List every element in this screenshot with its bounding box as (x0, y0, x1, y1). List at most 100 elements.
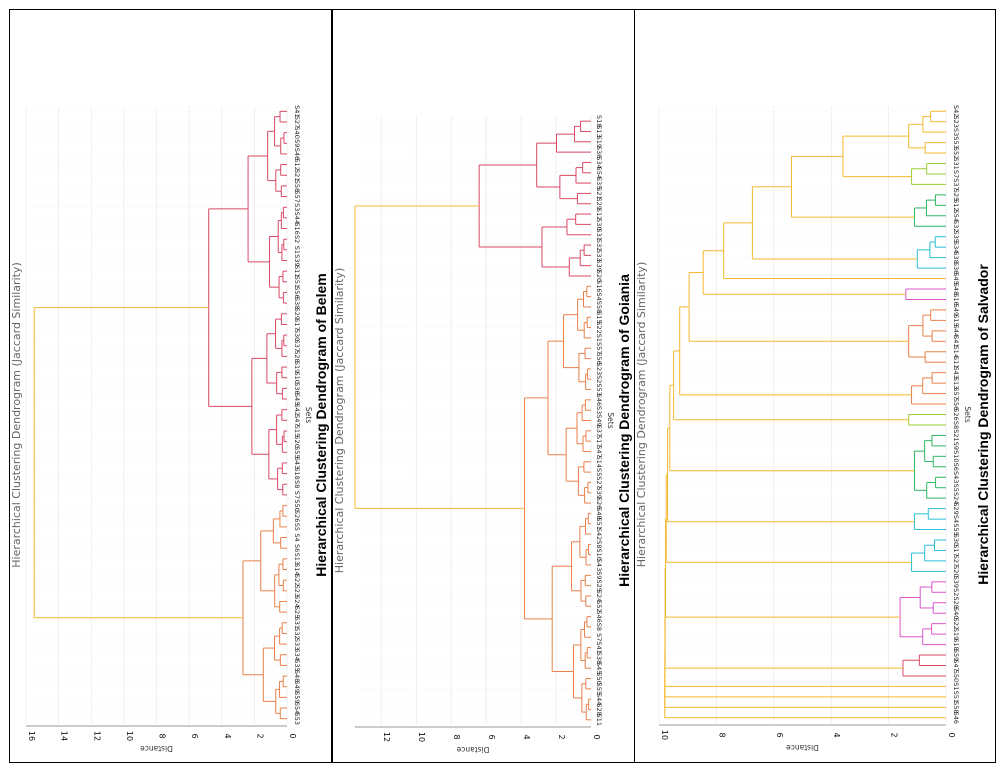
x-tick-label: 2 (890, 732, 899, 737)
leaf-label: S28 (293, 350, 301, 362)
leaf-label: S56 (595, 352, 603, 364)
leaf-label: S40 (952, 607, 960, 619)
leaf-label: S10 (595, 548, 603, 560)
x-tick-label: 6 (190, 733, 199, 738)
chart-title: Hierarchical Clustering Dendrogram of Go… (616, 274, 632, 587)
leaf-label: S31 (952, 157, 960, 169)
x-tick-label: 10 (660, 730, 669, 740)
leaf-label: S16 (595, 280, 603, 292)
leaf-label: S12 (952, 199, 960, 211)
leaf-label: S55 (952, 523, 960, 535)
x-tick-label: 6 (487, 734, 496, 739)
x-tick-label: 6 (775, 732, 784, 737)
leaf-label: S29 (952, 502, 960, 514)
leaf-label: S36 (952, 262, 960, 274)
leaf-label: S37 (293, 340, 301, 352)
leaf-label: S27 (293, 116, 301, 128)
leaf-label: S36 (293, 382, 301, 394)
x-tick-label: 0 (288, 733, 297, 738)
y-axis-label: Sets (606, 412, 615, 428)
leaf-label: S30 (952, 534, 960, 546)
leaf-label: S58 (293, 180, 301, 192)
leaf-label: S27 (595, 476, 603, 488)
leaf-label: S9 (293, 139, 301, 147)
leaf-label: S19 (293, 361, 301, 373)
leaf-label: S26 (293, 510, 301, 522)
leaf-label: S48 (595, 507, 603, 519)
x-tick-label: 8 (452, 734, 461, 739)
leaf-label: S15 (952, 314, 960, 326)
leaf-label: S44 (293, 212, 301, 224)
chart-title: Hierarchical Clustering Dendrogram of Be… (313, 273, 329, 576)
leaf-label: S41 (595, 641, 603, 653)
leaf-label: S14 (595, 456, 603, 468)
leaf-label: S5 (595, 468, 603, 476)
leaf-label: S47 (293, 414, 301, 426)
leaf-label: S43 (595, 559, 603, 571)
x-tick-label: 4 (522, 734, 531, 739)
leaf-label: S5 (952, 484, 960, 492)
leaf-label: S29 (595, 198, 603, 210)
leaf-label: S24 (952, 492, 960, 504)
leaf-label: S39 (595, 487, 603, 499)
x-tick-label: 2 (255, 733, 264, 738)
leaf-label: S54 (952, 210, 960, 222)
leaf-label: S16 (952, 293, 960, 305)
leaf-label: S24 (293, 595, 301, 607)
leaf-label: S54 (293, 702, 301, 714)
leaf-label: S46 (952, 712, 960, 724)
leaf-label: S33 (595, 249, 603, 261)
leaf-label: S28 (595, 703, 603, 715)
leaf-label: S49 (952, 304, 960, 316)
leaf-label: S13 (293, 553, 301, 565)
leaf-label: S25 (595, 579, 603, 591)
leaf-label: S33 (293, 638, 301, 650)
x-tick-label: 12 (92, 731, 101, 741)
leaf-label: S31 (293, 617, 301, 629)
leaf-label: S56 (293, 286, 301, 298)
leaf-label: S27 (952, 555, 960, 567)
goiania-dendrogram-chart: 024681012DistanceS18S13S19S36S34S54S35S2… (333, 115, 632, 754)
x-tick-label: 8 (158, 733, 167, 738)
leaf-label: S10 (293, 372, 301, 384)
x-tick-label: 2 (557, 734, 566, 739)
leaf-label: S13 (952, 377, 960, 389)
goiania-dendrogram-panel: 0 2 4 6 8 10 12 Distance S18 S13 S19 S36 S34 S54 S35 S2… (332, 9, 635, 763)
leaf-label: S20 (293, 435, 301, 447)
leaf-label: S11 (293, 265, 301, 277)
x-tick-label: 4 (832, 732, 841, 737)
leaf-label: S50 (595, 672, 603, 684)
chart-title: Hierarchical Clustering Dendrogram of Sa… (975, 264, 991, 585)
leaf-label: S3 (293, 203, 301, 211)
leaf-label: S28 (952, 597, 960, 609)
leaf-label: S22 (595, 321, 603, 333)
leaf-label: S42 (952, 105, 960, 117)
x-tick-label: 12 (382, 732, 391, 742)
leaf-label: S19 (952, 628, 960, 640)
leaf-label: S45 (952, 272, 960, 284)
leaf-label: S34 (595, 156, 603, 168)
leaf-label: S56 (952, 398, 960, 410)
x-tick-label: 0 (947, 732, 956, 737)
leaf-label: S57 (293, 190, 301, 202)
leaf-label: S10 (952, 450, 960, 462)
leaf-label: S24 (595, 590, 603, 602)
leaf-label: S35 (293, 659, 301, 671)
leaf-label: S43 (952, 471, 960, 483)
leaf-label: S45 (595, 662, 603, 674)
leaf-label: S15 (293, 425, 301, 437)
leaf-label: S4 (595, 293, 603, 301)
salvador-dendrogram-panel: 0 2 4 6 8 10 Distance S42 S23 S3 S53 S52 S31 S7 S37 S25… (634, 9, 996, 763)
leaf-label: S46 (595, 394, 603, 406)
leaf-label: S39 (595, 259, 603, 271)
leaf-label: S47 (595, 445, 603, 457)
leaf-label: S57 (595, 342, 603, 354)
leaf-label: S5 (293, 523, 301, 531)
leaf-label: S50 (293, 499, 301, 511)
leaf-label: S39 (293, 254, 301, 266)
x-axis-label: Distance (140, 744, 173, 753)
leaf-label: S1 (952, 682, 960, 690)
leaf-label: S55 (293, 446, 301, 458)
leaf-label: S51 (293, 276, 301, 288)
leaf-label: S42 (595, 528, 603, 540)
